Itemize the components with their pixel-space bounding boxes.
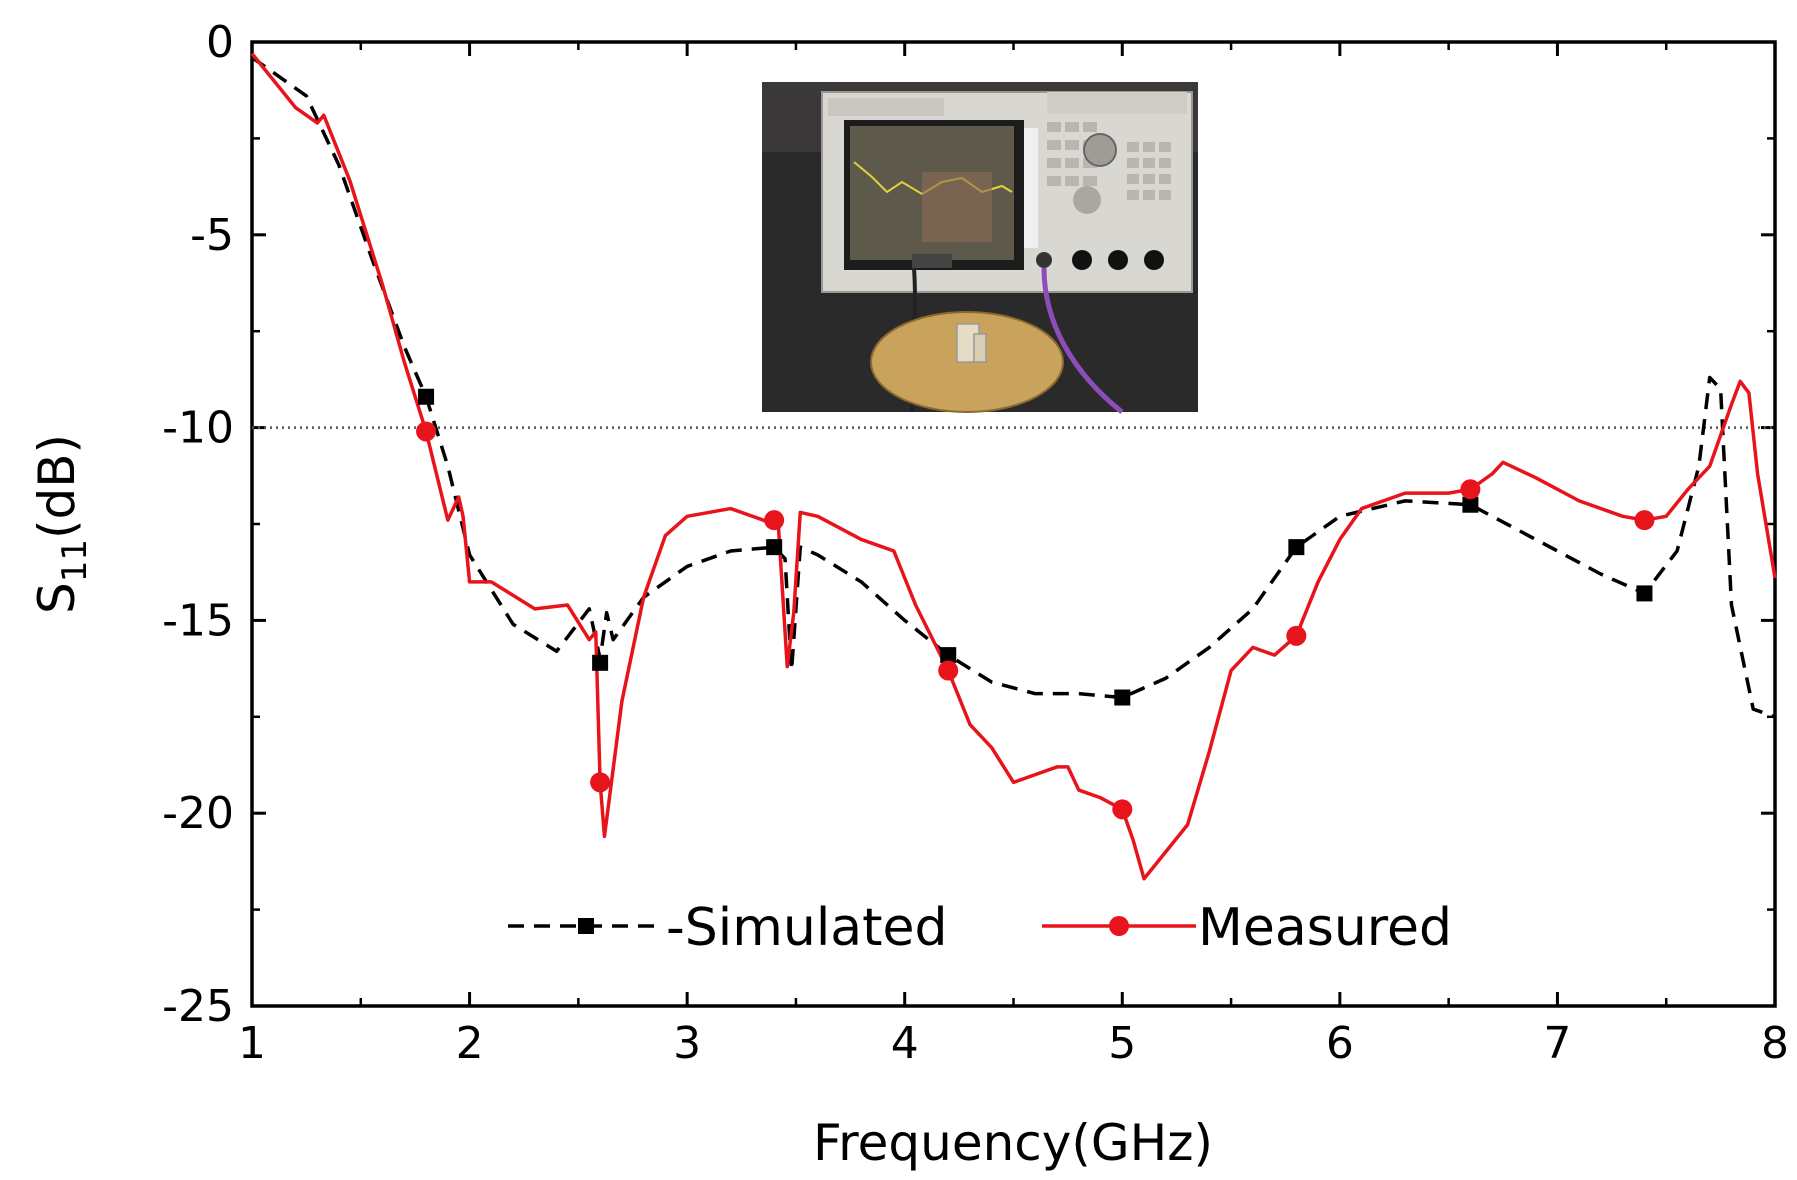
legend-measured-marker: [1109, 916, 1129, 936]
x-axis-ticks: 1 2 3 4 5 6 7 8: [238, 42, 1789, 1069]
y-tick-label: 0: [206, 17, 234, 68]
simulated-series-line: [250, 55, 1776, 719]
measured-marker: [1112, 799, 1133, 820]
y-axis-ticks: 0 -5 -10 -15 -20 -25: [162, 17, 1775, 1032]
x-tick-label: 6: [1326, 1018, 1354, 1069]
simulated-marker: [940, 647, 957, 664]
measured-marker: [416, 421, 437, 442]
series-group: [250, 52, 1777, 881]
measured-marker: [938, 660, 959, 681]
x-tick-label: 7: [1543, 1018, 1571, 1069]
x-axis-title: Frequency(GHz): [813, 1114, 1213, 1172]
measured-series-line: [250, 52, 1777, 881]
measured-marker: [1634, 510, 1655, 531]
simulated-marker: [418, 388, 435, 405]
legend-measured-label: Measured: [1198, 898, 1452, 958]
x-tick-label: 8: [1761, 1018, 1789, 1069]
simulated-marker: [1114, 689, 1131, 706]
simulated-marker: [592, 654, 609, 671]
measured-marker: [1286, 625, 1307, 646]
inset-photo: [762, 82, 1198, 414]
measured-marker: [764, 510, 785, 531]
x-tick-label: 5: [1108, 1018, 1136, 1069]
y-tick-label: -5: [190, 210, 234, 261]
simulated-marker: [1462, 496, 1479, 513]
x-tick-label: 3: [673, 1018, 701, 1069]
measured-marker: [590, 772, 611, 793]
simulated-marker: [1636, 585, 1653, 602]
y-axis-title-subscript: 11: [55, 539, 95, 582]
y-axis-title-main: S: [28, 582, 86, 614]
y-axis-title: S11(dB): [28, 434, 95, 614]
y-tick-label: -10: [162, 403, 234, 454]
y-tick-label: -25: [162, 981, 234, 1032]
y-tick-label: -15: [162, 595, 234, 646]
simulated-marker: [1288, 539, 1305, 556]
y-axis-title-unit: (dB): [28, 434, 86, 539]
legend-simulated-label: -Simulated: [666, 898, 948, 958]
legend: -Simulated Measured: [508, 898, 1452, 958]
measured-marker: [1460, 479, 1481, 500]
x-tick-label: 4: [891, 1018, 919, 1069]
simulated-marker: [766, 539, 783, 556]
x-tick-label: 2: [456, 1018, 484, 1069]
y-tick-label: -20: [162, 788, 234, 839]
legend-simulated-marker: [578, 918, 594, 934]
x-tick-label: 1: [238, 1018, 266, 1069]
svg-text:S11(dB): S11(dB): [28, 434, 95, 614]
